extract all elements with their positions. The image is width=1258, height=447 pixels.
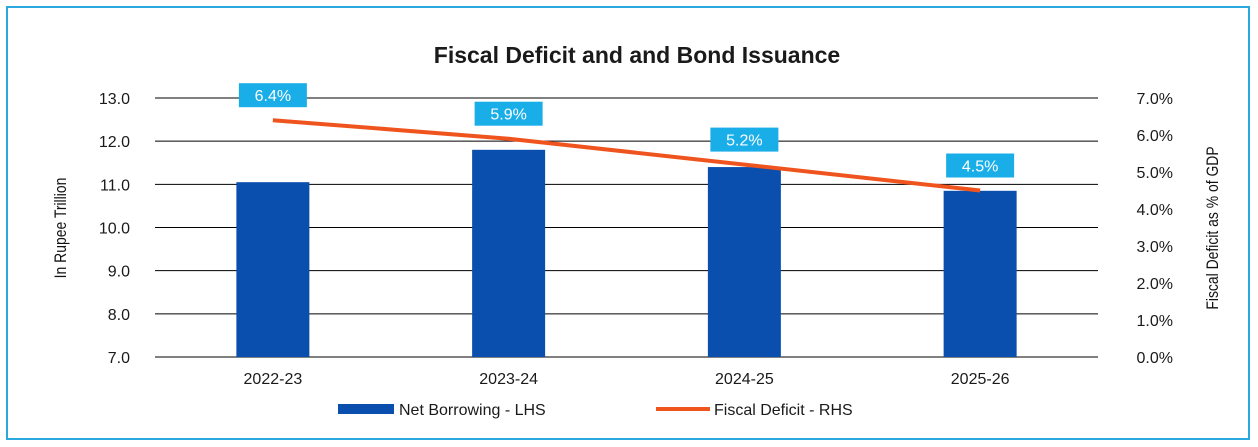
right-tick-label: 6.0% bbox=[1137, 128, 1173, 145]
left-tick-label: 11.0 bbox=[100, 177, 130, 194]
data-labels: 6.4% 5.9% 5.2% 4.5% bbox=[238, 83, 1015, 178]
data-label-box bbox=[238, 83, 307, 108]
right-tick-label: 2.0% bbox=[1137, 276, 1173, 293]
left-tick-label: 8.0 bbox=[108, 307, 130, 324]
data-label: 5.2% bbox=[710, 127, 779, 152]
right-tick-label: 1.0% bbox=[1137, 313, 1173, 330]
fiscal-deficit-line-path bbox=[272, 118, 981, 193]
bar-2025-26 bbox=[943, 190, 1017, 357]
chart-frame bbox=[6, 6, 1250, 440]
left-tick-label: 9.0 bbox=[108, 264, 130, 281]
x-tick-label: 2022-23 bbox=[244, 371, 303, 388]
data-label: 6.4% bbox=[238, 83, 307, 108]
legend-item-fiscal-deficit: Fiscal Deficit - RHS bbox=[656, 402, 853, 419]
right-tick-label: 4.0% bbox=[1137, 202, 1173, 219]
x-tick-label: 2023-24 bbox=[479, 371, 538, 388]
right-tick-label: 3.0% bbox=[1137, 239, 1173, 256]
data-label-text: 6.4% bbox=[255, 88, 291, 105]
left-tick-label: 12.0 bbox=[99, 134, 130, 151]
bar-2023-24 bbox=[472, 149, 546, 357]
legend: Net Borrowing - LHS Fiscal Deficit - RHS bbox=[338, 402, 853, 419]
data-label-box bbox=[710, 127, 779, 152]
right-axis-title: Fiscal Deficit as % of GDP bbox=[1204, 146, 1223, 309]
data-label-text: 5.2% bbox=[726, 133, 762, 150]
legend-swatch-bar bbox=[338, 404, 394, 414]
data-label-box bbox=[474, 101, 543, 126]
grid bbox=[155, 97, 1098, 358]
left-tick-label: 7.0 bbox=[108, 350, 130, 367]
data-label: 5.9% bbox=[474, 101, 543, 126]
legend-label: Fiscal Deficit - RHS bbox=[714, 402, 853, 419]
data-label: 4.5% bbox=[946, 153, 1015, 178]
x-axis-ticks: 2022-23 2023-24 2024-25 2025-26 bbox=[244, 371, 1010, 388]
legend-item-net-borrowing: Net Borrowing - LHS bbox=[338, 402, 546, 419]
right-tick-label: 7.0% bbox=[1137, 91, 1173, 108]
bars bbox=[236, 149, 1017, 357]
legend-label: Net Borrowing - LHS bbox=[399, 402, 546, 419]
fiscal-deficit-line bbox=[272, 118, 981, 193]
left-axis-title: In Rupee Trillion bbox=[52, 178, 71, 279]
bar-2022-23 bbox=[236, 182, 310, 357]
left-axis-ticks: 7.0 8.0 9.0 10.0 11.0 12.0 13.0 bbox=[99, 91, 130, 367]
data-label-box bbox=[946, 153, 1015, 178]
right-tick-label: 0.0% bbox=[1137, 350, 1173, 367]
left-tick-label: 13.0 bbox=[99, 91, 130, 108]
left-tick-label: 10.0 bbox=[99, 221, 130, 238]
right-axis-ticks: 0.0% 1.0% 2.0% 3.0% 4.0% 5.0% 6.0% 7.0% bbox=[1137, 91, 1173, 367]
data-label-text: 5.9% bbox=[490, 107, 526, 124]
chart-title: Fiscal Deficit and and Bond Issuance bbox=[434, 42, 840, 68]
bar-2024-25 bbox=[707, 167, 781, 357]
x-tick-label: 2025-26 bbox=[951, 371, 1010, 388]
x-tick-label: 2024-25 bbox=[715, 371, 774, 388]
data-label-text: 4.5% bbox=[962, 159, 998, 176]
right-tick-label: 5.0% bbox=[1137, 165, 1173, 182]
